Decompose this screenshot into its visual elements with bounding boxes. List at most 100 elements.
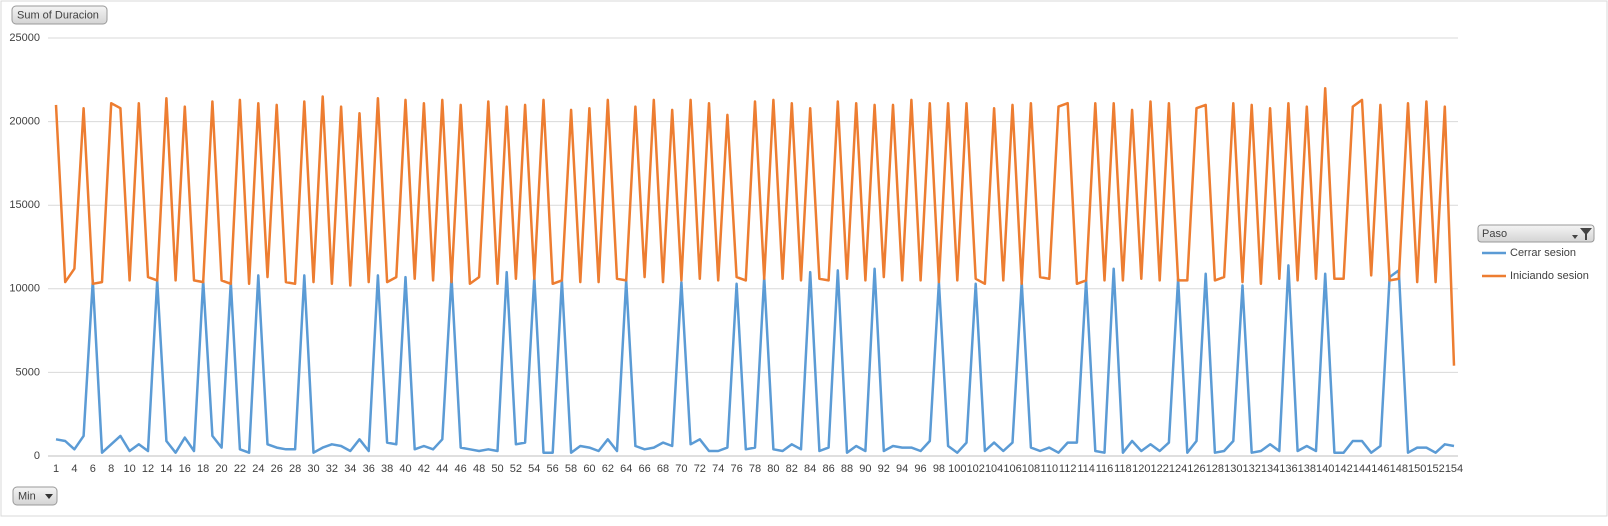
x-tick-label: 38: [381, 463, 393, 475]
x-tick-label: 94: [896, 463, 908, 475]
x-tick-label: 62: [602, 463, 614, 475]
x-tick-label: 32: [326, 463, 338, 475]
legend-label: Cerrar sesion: [1510, 247, 1576, 259]
button-label[interactable]: Sum of Duracion: [17, 9, 99, 21]
x-tick-label: 144: [1353, 463, 1371, 475]
button-body[interactable]: [1477, 224, 1595, 243]
value-field-button[interactable]: Sum of Duracion: [11, 5, 108, 25]
x-tick-label: 28: [289, 463, 301, 475]
x-tick-label: 126: [1187, 463, 1205, 475]
x-tick-label: 118: [1114, 463, 1132, 475]
series-line: [54, 86, 1456, 366]
x-tick-label: 140: [1316, 463, 1334, 475]
x-tick-label: 154: [1445, 463, 1463, 475]
axis-field-button[interactable]: Min: [12, 486, 58, 506]
x-tick-label: 130: [1224, 463, 1242, 475]
x-tick-label: 148: [1390, 463, 1408, 475]
x-tick-label: 24: [252, 463, 264, 475]
x-tick-label: 138: [1298, 463, 1316, 475]
x-tick-label: 44: [436, 463, 448, 475]
x-tick-label: 70: [675, 463, 687, 475]
x-tick-label: 50: [491, 463, 503, 475]
x-tick-label: 20: [215, 463, 227, 475]
x-tick-label: 26: [271, 463, 283, 475]
y-tick-label: 10000: [9, 283, 40, 295]
x-tick-label: 128: [1206, 463, 1224, 475]
x-tick-label: 60: [583, 463, 595, 475]
y-tick-label: 25000: [9, 32, 40, 44]
y-tick-label: 20000: [9, 116, 40, 128]
x-tick-label: 22: [234, 463, 246, 475]
x-tick-label: 132: [1242, 463, 1260, 475]
x-tick-label: 82: [786, 463, 798, 475]
x-tick-label: 120: [1132, 463, 1150, 475]
x-tick-label: 68: [657, 463, 669, 475]
x-tick-label: 76: [730, 463, 742, 475]
legend-field-button[interactable]: Paso: [1477, 224, 1595, 243]
y-tick-label: 15000: [9, 199, 40, 211]
x-tick-label: 1: [53, 463, 59, 475]
x-tick-label: 88: [841, 463, 853, 475]
x-tick-label: 84: [804, 463, 816, 475]
filter-icon[interactable]: [1580, 228, 1592, 240]
x-tick-label: 106: [1003, 463, 1021, 475]
x-tick-label: 108: [1022, 463, 1040, 475]
legend-label: Iniciando sesion: [1510, 270, 1589, 282]
x-tick-label: 16: [179, 463, 191, 475]
x-tick-label: 86: [822, 463, 834, 475]
x-tick-label: 64: [620, 463, 632, 475]
x-tick-label: 6: [90, 463, 96, 475]
x-tick-label: 54: [528, 463, 540, 475]
x-tick-label: 46: [455, 463, 467, 475]
x-tick-label: 136: [1279, 463, 1297, 475]
x-tick-label: 124: [1169, 463, 1187, 475]
x-tick-label: 146: [1371, 463, 1389, 475]
x-tick-label: 112: [1059, 463, 1077, 475]
x-tick-label: 80: [767, 463, 779, 475]
x-tick-label: 30: [307, 463, 319, 475]
x-tick-label: 74: [712, 463, 724, 475]
x-tick-label: 96: [914, 463, 926, 475]
x-tick-label: 134: [1261, 463, 1279, 475]
x-tick-label: 152: [1426, 463, 1444, 475]
dropdown-arrow[interactable]: [1572, 235, 1578, 239]
x-tick-label: 12: [142, 463, 154, 475]
x-tick-label: 8: [108, 463, 114, 475]
x-tick-label: 72: [694, 463, 706, 475]
dropdown-arrow[interactable]: [45, 494, 53, 499]
x-tick-label: 110: [1041, 463, 1059, 475]
button-body[interactable]: [12, 486, 58, 506]
x-tick-label: 36: [363, 463, 375, 475]
x-tick-label: 90: [859, 463, 871, 475]
button-label[interactable]: Min: [18, 490, 36, 502]
x-tick-label: 78: [749, 463, 761, 475]
x-tick-label: 52: [510, 463, 522, 475]
series-line: [55, 264, 1455, 454]
x-tick-label: 14: [160, 463, 172, 475]
x-tick-label: 48: [473, 463, 485, 475]
y-tick-label: 0: [34, 450, 40, 462]
button-body[interactable]: [11, 5, 108, 25]
x-tick-label: 42: [418, 463, 430, 475]
x-tick-label: 92: [878, 463, 890, 475]
x-tick-label: 10: [123, 463, 135, 475]
x-tick-label: 4: [71, 463, 77, 475]
x-tick-label: 150: [1408, 463, 1426, 475]
y-tick-label: 5000: [16, 366, 40, 378]
x-tick-label: 142: [1334, 463, 1352, 475]
x-tick-label: 100: [948, 463, 966, 475]
x-tick-label: 98: [933, 463, 945, 475]
x-tick-label: 122: [1151, 463, 1169, 475]
x-tick-label: 104: [985, 463, 1003, 475]
x-tick-label: 114: [1077, 463, 1095, 475]
button-label[interactable]: Paso: [1482, 228, 1507, 240]
x-tick-label: 66: [639, 463, 651, 475]
x-tick-label: 102: [967, 463, 985, 475]
x-tick-label: 56: [547, 463, 559, 475]
x-tick-label: 18: [197, 463, 209, 475]
x-tick-label: 58: [565, 463, 577, 475]
x-tick-label: 40: [399, 463, 411, 475]
